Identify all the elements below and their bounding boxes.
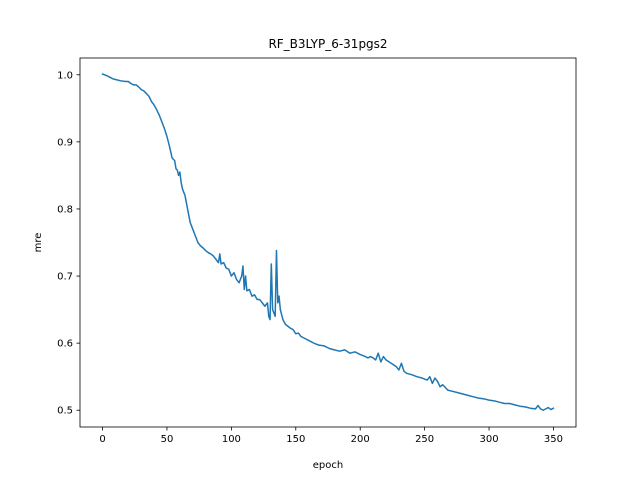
y-tick-label: 0.5 bbox=[57, 406, 73, 417]
x-tick-label: 300 bbox=[479, 434, 498, 445]
x-tick-label: 100 bbox=[222, 434, 241, 445]
y-tick-label: 1.0 bbox=[57, 70, 73, 81]
y-tick-label: 0.7 bbox=[57, 272, 73, 283]
x-tick-label: 250 bbox=[415, 434, 434, 445]
y-axis-label: mre bbox=[33, 233, 44, 253]
x-tick-label: 350 bbox=[544, 434, 563, 445]
x-axis-label: epoch bbox=[313, 460, 343, 471]
series-line-0 bbox=[101, 73, 555, 411]
plot-area-frame bbox=[79, 57, 577, 428]
x-tick-label: 150 bbox=[286, 434, 305, 445]
y-tick-label: 0.8 bbox=[57, 204, 73, 215]
y-tick-label: 0.9 bbox=[57, 137, 73, 148]
x-tick-label: 0 bbox=[99, 434, 105, 445]
chart-title: RF_B3LYP_6-31pgs2 bbox=[268, 37, 387, 51]
x-tick-label: 50 bbox=[161, 434, 174, 445]
y-tick-label: 0.6 bbox=[57, 339, 73, 350]
x-tick-label: 200 bbox=[351, 434, 370, 445]
